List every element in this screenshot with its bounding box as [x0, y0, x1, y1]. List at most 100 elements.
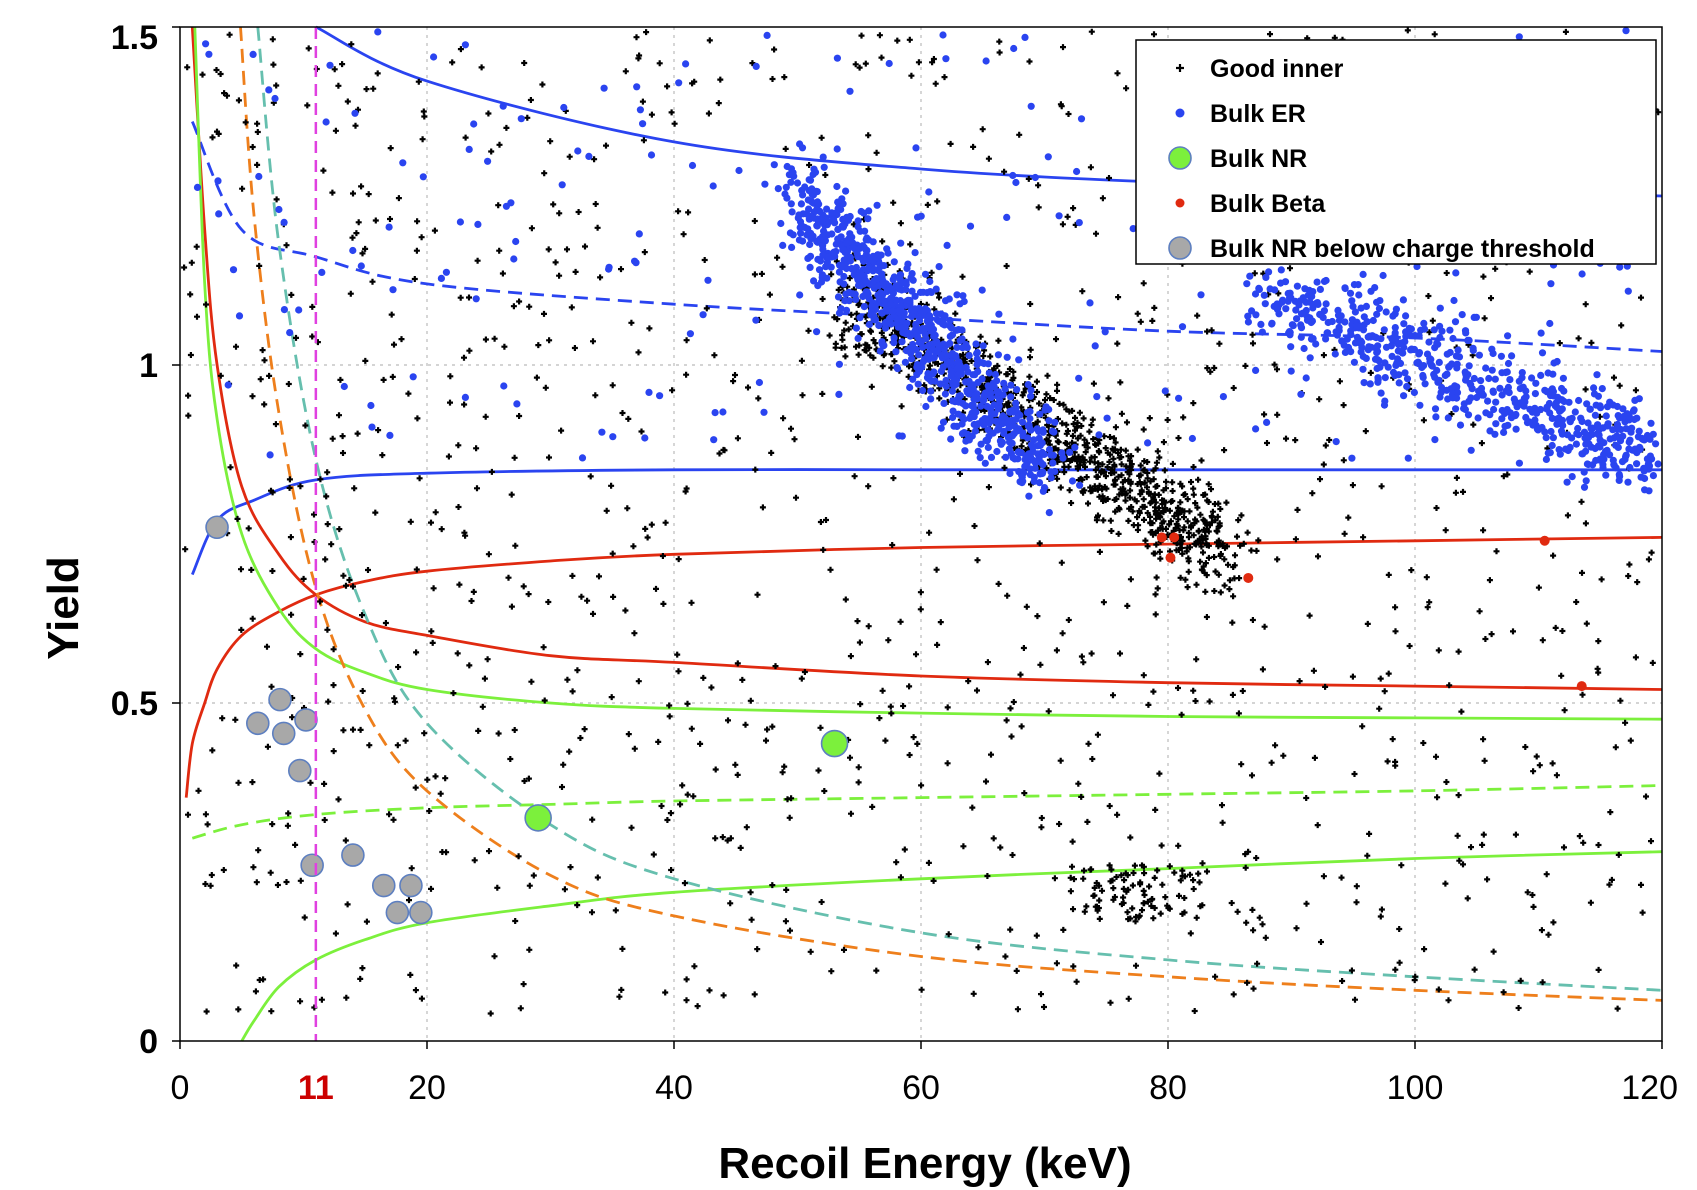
bulk-er-point — [1297, 310, 1306, 318]
good-inner-point — [876, 715, 883, 722]
bulk-er-point — [461, 393, 469, 401]
good-inner-point — [1110, 692, 1116, 699]
good-inner-point — [1583, 620, 1590, 627]
good-inner-point — [1205, 481, 1212, 488]
good-inner-point — [560, 761, 567, 768]
bulk-er-point — [1542, 455, 1550, 463]
good-inner-point — [353, 230, 360, 237]
bulk-er-point — [789, 169, 797, 177]
bulk-er-point — [1531, 390, 1539, 398]
good-inner-point — [1580, 839, 1587, 846]
good-inner-point — [1460, 488, 1466, 495]
good-inner-point — [1137, 481, 1144, 488]
bulk-er-point — [1144, 439, 1152, 447]
good-inner-point — [1262, 934, 1269, 941]
bulk-er-point — [1006, 407, 1014, 416]
bulk-er-point — [940, 399, 948, 407]
good-inner-point — [1131, 862, 1138, 869]
bulk-er-point — [979, 342, 987, 350]
good-inner-point — [1100, 517, 1107, 524]
good-inner-point — [261, 357, 268, 364]
good-inner-point — [1036, 400, 1043, 407]
bulk-er-point — [1449, 394, 1457, 402]
x-tick-label: 60 — [902, 1069, 940, 1107]
bulk-er-point — [1591, 411, 1599, 419]
bulk-er-point — [991, 370, 1000, 379]
bulk-er-point — [1332, 438, 1340, 446]
good-inner-point — [1138, 488, 1145, 495]
good-inner-point — [1392, 762, 1399, 769]
good-inner-point — [1137, 462, 1144, 469]
good-inner-point — [1230, 991, 1237, 998]
good-inner-point — [372, 217, 379, 224]
good-inner-point — [456, 581, 463, 588]
good-inner-point — [184, 64, 191, 71]
bulk-er-point — [913, 371, 921, 379]
good-inner-point — [1089, 416, 1096, 423]
bulk-er-point — [950, 381, 958, 390]
good-inner-point — [1242, 851, 1249, 858]
good-inner-point — [769, 76, 776, 82]
legend-label: Bulk NR below charge threshold — [1210, 235, 1595, 263]
band-curve — [191, 468, 1662, 576]
good-inner-point — [1411, 977, 1418, 984]
bulk-er-point — [1055, 212, 1063, 220]
bulk-er-point — [1367, 343, 1375, 351]
good-inner-point — [249, 615, 256, 622]
good-inner-point — [1214, 528, 1221, 535]
good-inner-point — [323, 493, 330, 500]
bulk-er-point — [823, 205, 831, 213]
bulk-er-point — [430, 53, 438, 61]
bulk-er-point — [1578, 270, 1586, 278]
good-inner-point — [1112, 446, 1118, 453]
good-inner-point — [1027, 301, 1034, 307]
good-inner-point — [380, 376, 387, 383]
bulk-er-point — [828, 209, 836, 217]
bulk-er-point — [1400, 320, 1408, 328]
bulk-er-point — [861, 276, 869, 284]
bulk-er-point — [993, 447, 1001, 456]
good-inner-point — [930, 877, 937, 884]
good-inner-point — [1214, 539, 1220, 546]
bulk-er-point — [1244, 318, 1252, 326]
good-inner-point — [1171, 513, 1178, 520]
good-inner-point — [1148, 903, 1155, 909]
good-inner-point — [1184, 584, 1191, 591]
good-inner-point — [508, 491, 515, 498]
good-inner-point — [1126, 471, 1133, 478]
good-inner-point — [268, 1008, 275, 1015]
bulk-er-point — [921, 270, 930, 278]
good-inner-point — [1182, 491, 1189, 498]
legend-entry-bulk_beta: Bulk Beta — [1175, 190, 1326, 218]
x-tick-label: 40 — [655, 1069, 693, 1107]
good-inner-point — [1195, 476, 1202, 483]
good-inner-point — [806, 162, 813, 168]
bulk-er-point — [1004, 433, 1012, 442]
bulk-er-point — [989, 379, 997, 387]
good-inner-point — [1146, 415, 1153, 422]
bulk-er-point — [1568, 473, 1576, 481]
good-inner-point — [622, 607, 629, 614]
good-inner-point — [1091, 483, 1098, 490]
bulk-er-point — [898, 432, 906, 440]
bulk-er-point — [500, 382, 508, 390]
bulk-er-point — [828, 230, 836, 238]
good-inner-point — [1080, 459, 1087, 466]
good-inner-point — [779, 769, 786, 776]
good-inner-point — [556, 210, 563, 217]
good-inner-point — [1086, 428, 1093, 435]
good-inner-point — [1167, 518, 1174, 525]
good-inner-point — [1338, 874, 1345, 881]
good-inner-point — [329, 189, 336, 196]
good-inner-point — [952, 310, 959, 317]
good-inner-point — [1060, 44, 1066, 51]
good-inner-point — [1392, 604, 1399, 611]
good-inner-point — [858, 32, 865, 39]
legend-label: Bulk ER — [1210, 100, 1306, 128]
bulk-er-point — [1359, 270, 1367, 278]
good-inner-point — [1352, 996, 1358, 1003]
good-inner-point — [643, 29, 650, 36]
bulk-er-point — [1322, 335, 1330, 343]
good-inner-point — [269, 821, 276, 828]
bulk-er-point — [779, 241, 787, 249]
